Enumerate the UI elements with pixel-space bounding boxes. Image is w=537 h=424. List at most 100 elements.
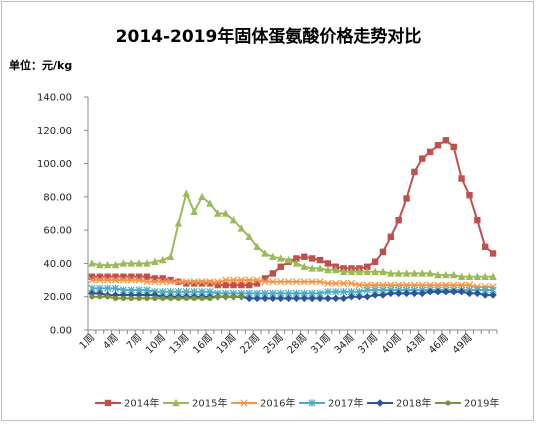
series-2014年 [88,137,497,289]
legend-item: 2014年 [95,397,159,410]
data-point [450,270,458,279]
x-tick-label: 43周 [403,332,428,357]
legend-label: 2015年 [192,397,227,410]
legend-item: 2016年 [231,397,295,410]
data-point [245,294,253,303]
data-point [339,267,348,275]
data-point [261,278,269,286]
data-point [229,215,238,224]
data-point [316,264,324,272]
data-point [473,272,482,280]
data-point [166,278,175,286]
data-point [292,278,301,286]
data-point [379,248,387,255]
data-point [482,243,489,250]
data-point [214,278,222,286]
x-tick-label: 4周 [101,332,121,352]
data-point [434,288,442,296]
data-point [418,269,426,277]
data-point [363,286,371,294]
data-point [332,279,340,288]
series-line [91,190,494,278]
data-point [237,276,246,284]
data-point [308,264,316,272]
data-point [159,278,167,286]
data-point [246,281,253,289]
data-point [324,279,332,288]
data-point [215,294,221,300]
data-point [324,265,332,274]
data-point [347,293,356,301]
data-point [339,294,348,303]
data-point [89,294,95,300]
data-point [96,260,104,269]
data-point [332,265,340,274]
data-point [277,278,285,286]
data-point [481,291,489,299]
data-point [394,269,403,277]
data-point [135,259,143,267]
data-point [339,279,348,288]
data-point [395,216,402,224]
data-point [104,276,112,284]
x-tick-label: 31周 [308,332,333,357]
data-point [159,255,167,264]
y-tick-label: 100.00 [37,159,72,170]
data-point [269,270,277,277]
data-point [402,269,411,277]
data-point [182,189,191,197]
chart-title: 2014-2019年固体蛋氨酸价格走势对比 [115,27,422,47]
data-point [340,288,348,296]
data-point [387,233,395,240]
x-tick-label: 37周 [356,332,381,357]
data-point [104,273,111,280]
data-point [445,400,451,406]
data-point [316,256,324,264]
data-point [489,272,497,280]
data-point [104,284,112,293]
data-point [426,288,434,296]
data-point [371,267,379,275]
data-point [245,232,253,240]
y-tick-label: 20.00 [43,292,72,303]
data-point [292,259,301,267]
x-tick-label: 40周 [379,332,404,357]
data-point [160,295,166,301]
data-point [347,279,356,288]
data-point [144,295,150,301]
data-point [457,272,466,280]
legend: 2014年 2015年 2016年 2017年 2018年 2019年 [95,397,499,410]
data-point [473,289,482,298]
data-point [238,281,245,289]
data-point [434,270,442,279]
data-point [316,294,324,303]
series-2016年 [88,276,497,291]
data-point [127,276,135,284]
data-point [253,294,261,303]
data-point [182,278,190,286]
y-tick-label: 0.00 [50,326,72,337]
data-point [261,294,269,303]
data-point [96,276,104,284]
series-2019年 [89,294,244,301]
data-point [88,273,96,280]
data-point [190,280,198,287]
data-point [119,259,128,267]
data-point [198,192,206,201]
series-line [91,139,494,287]
data-point [316,278,324,286]
data-point [371,258,379,265]
data-point [277,263,284,270]
data-point [143,278,151,286]
x-tick-label: 13周 [167,332,192,357]
data-point [172,398,180,407]
y-tick-label: 60.00 [43,226,72,237]
data-point [174,278,183,286]
data-point [198,280,206,287]
data-point [230,294,237,300]
data-point [324,260,332,267]
data-point [466,191,473,199]
data-point [166,252,175,260]
data-point [143,291,151,299]
